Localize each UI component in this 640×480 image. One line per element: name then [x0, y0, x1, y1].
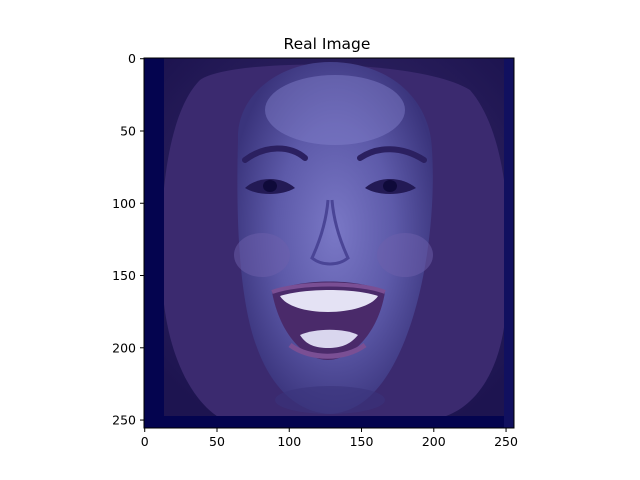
x-tick-label: 250: [494, 434, 518, 449]
y-tick-label: 0: [128, 51, 136, 66]
y-tick-label: 200: [112, 340, 136, 355]
y-tick-label: 150: [112, 268, 136, 283]
y-tick-label: 250: [112, 413, 136, 428]
y-tick-label: 50: [120, 123, 136, 138]
x-tick-label: 200: [422, 434, 446, 449]
x-tick-label: 150: [350, 434, 374, 449]
axes-frame: [143, 57, 515, 429]
x-axis: 0 50 100 150 200 250: [141, 428, 518, 449]
y-tick-label: 100: [112, 196, 136, 211]
x-tick-label: 50: [209, 434, 225, 449]
chart-title: Real Image: [284, 35, 371, 53]
x-tick-label: 100: [277, 434, 301, 449]
face-image: [144, 58, 514, 428]
y-axis: 0 50 100 150 200 250: [112, 51, 144, 428]
x-tick-label: 0: [141, 434, 149, 449]
